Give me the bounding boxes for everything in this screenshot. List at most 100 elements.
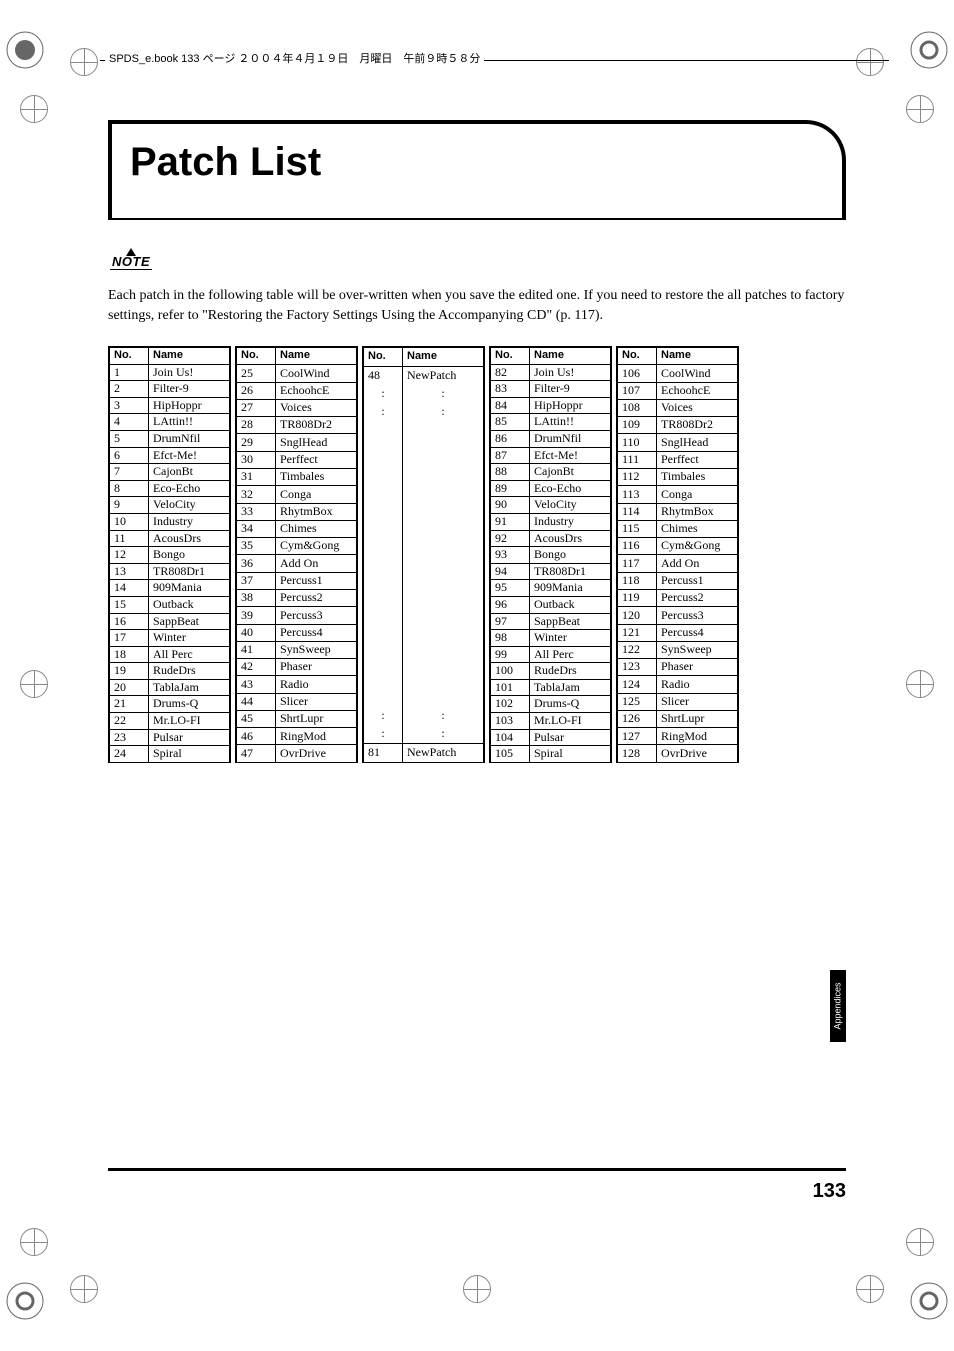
- table-row: 2Filter-9: [109, 381, 230, 398]
- table-row: 45ShrtLupr: [236, 710, 357, 727]
- patch-no: 31: [236, 468, 276, 485]
- patch-no: 47: [236, 745, 276, 762]
- patch-name: Radio: [276, 676, 358, 693]
- col-header-name: Name: [657, 347, 739, 365]
- patch-no: 90: [490, 497, 530, 514]
- registration-mark-icon: [20, 1228, 48, 1256]
- corner-mark-icon: [909, 30, 949, 70]
- empty-cell: [403, 635, 485, 653]
- patch-name: Voices: [276, 399, 358, 416]
- patch-name: Filter-9: [530, 381, 612, 398]
- note-icon: NOTE: [110, 254, 152, 270]
- patch-name: SnglHead: [657, 434, 739, 451]
- patch-name: Conga: [276, 486, 358, 503]
- patch-name: TR808Dr1: [149, 563, 231, 580]
- patch-no: 2: [109, 381, 149, 398]
- patch-name: RudeDrs: [530, 663, 612, 680]
- empty-cell: [403, 474, 485, 492]
- patch-no: 27: [236, 399, 276, 416]
- table-row: 37Percuss1: [236, 572, 357, 589]
- table-row: 21Drums-Q: [109, 696, 230, 713]
- patch-no: 86: [490, 430, 530, 447]
- patch-name: RudeDrs: [149, 663, 231, 680]
- patch-name: LAttin!!: [149, 414, 231, 431]
- table-row: 6Efct-Me!: [109, 447, 230, 464]
- patch-no: 106: [617, 365, 657, 382]
- table-row: 8Eco-Echo: [109, 480, 230, 497]
- patch-no: 26: [236, 382, 276, 399]
- patch-no: 12: [109, 547, 149, 564]
- col-header-no: No.: [617, 347, 657, 365]
- table-row: 22Mr.LO-FI: [109, 713, 230, 730]
- patch-no: 116: [617, 538, 657, 555]
- patch-name: Percuss1: [657, 572, 739, 589]
- header-text: SPDS_e.book 133 ページ ２００４年４月１９日 月曜日 午前９時５…: [105, 50, 484, 66]
- table-row: 93Bongo: [490, 547, 611, 564]
- patch-no: 100: [490, 663, 530, 680]
- table-row: 47OvrDrive: [236, 745, 357, 762]
- patch-no: 1: [109, 364, 149, 381]
- table-row: 83Filter-9: [490, 381, 611, 398]
- patch-no: 7: [109, 464, 149, 481]
- patch-no: 23: [109, 729, 149, 746]
- patch-name: OvrDrive: [657, 745, 739, 762]
- patch-no: 41: [236, 641, 276, 658]
- patch-name: Mr.LO-FI: [530, 713, 612, 730]
- table-row: 32Conga: [236, 486, 357, 503]
- table-row: 42Phaser: [236, 659, 357, 676]
- registration-mark-icon: [70, 1275, 98, 1303]
- table-row: 90VeloCity: [490, 497, 611, 514]
- patch-no: 17: [109, 630, 149, 647]
- patch-no: 84: [490, 397, 530, 414]
- empty-cell: [363, 582, 403, 600]
- patch-name: LAttin!!: [530, 414, 612, 431]
- table-row: 33RhytmBox: [236, 503, 357, 520]
- patch-no: 82: [490, 364, 530, 381]
- table-row: 124Radio: [617, 676, 738, 693]
- patch-no: 110: [617, 434, 657, 451]
- patch-name: NewPatch: [403, 743, 485, 762]
- patch-name: ShrtLupr: [657, 710, 739, 727]
- patch-name: Drums-Q: [530, 696, 612, 713]
- col-header-name: Name: [276, 347, 358, 365]
- col-header-no: No.: [490, 347, 530, 364]
- patch-name: Percuss3: [657, 607, 739, 624]
- table-row: 26EchoohcE: [236, 382, 357, 399]
- table-row: 41SynSweep: [236, 641, 357, 658]
- empty-cell: [403, 457, 485, 475]
- col-header-name: Name: [403, 347, 485, 367]
- patch-no: 126: [617, 710, 657, 727]
- ellipsis: :: [363, 385, 403, 403]
- table-row: 125Slicer: [617, 693, 738, 710]
- empty-cell: [363, 421, 403, 439]
- patch-no: 42: [236, 659, 276, 676]
- patch-no: 14: [109, 580, 149, 597]
- table-row: 18All Perc: [109, 646, 230, 663]
- patch-name: EchoohcE: [276, 382, 358, 399]
- table-row: 15Outback: [109, 596, 230, 613]
- table-row: 127RingMod: [617, 728, 738, 745]
- patch-name: Radio: [657, 676, 739, 693]
- table-row: 29SnglHead: [236, 434, 357, 451]
- patch-name: Spiral: [149, 746, 231, 763]
- patch-no: 124: [617, 676, 657, 693]
- patch-name: VeloCity: [530, 497, 612, 514]
- table-row: 101TablaJam: [490, 679, 611, 696]
- table-row: 27Voices: [236, 399, 357, 416]
- registration-mark-icon: [20, 95, 48, 123]
- empty-cell: [403, 510, 485, 528]
- table-row: 106CoolWind: [617, 365, 738, 382]
- patch-table: No.Name25CoolWind26EchoohcE27Voices28TR8…: [235, 346, 358, 763]
- empty-cell: [403, 564, 485, 582]
- empty-cell: [403, 421, 485, 439]
- patch-name: Outback: [149, 596, 231, 613]
- patch-name: SynSweep: [657, 641, 739, 658]
- patch-no: 9: [109, 497, 149, 514]
- table-row: 3HipHoppr: [109, 397, 230, 414]
- ellipsis: :: [403, 707, 485, 725]
- patch-no: 21: [109, 696, 149, 713]
- patch-name: Eco-Echo: [530, 480, 612, 497]
- patch-name: CoolWind: [276, 365, 358, 382]
- patch-name: DrumNfil: [530, 430, 612, 447]
- patch-name: CoolWind: [657, 365, 739, 382]
